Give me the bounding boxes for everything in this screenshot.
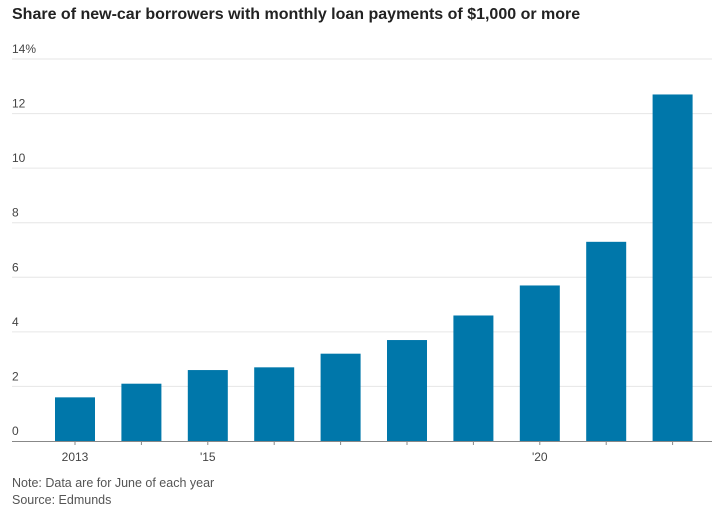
bar — [453, 315, 494, 441]
bar — [652, 94, 693, 441]
footnote: Note: Data are for June of each year — [12, 476, 215, 490]
x-tick-label: '15 — [200, 450, 216, 464]
y-tick-label: 14% — [12, 42, 36, 56]
bar — [586, 241, 627, 441]
bar — [519, 285, 560, 441]
bar — [254, 367, 295, 441]
y-tick-label: 0 — [12, 424, 19, 438]
x-tick-label: 2013 — [62, 450, 89, 464]
y-tick-label: 10 — [12, 151, 26, 165]
bar — [55, 397, 95, 441]
y-tick-label: 12 — [12, 97, 26, 111]
bar — [320, 353, 361, 441]
y-tick-label: 2 — [12, 369, 19, 383]
y-tick-label: 8 — [12, 206, 19, 220]
source-line: Source: Edmunds — [12, 493, 112, 507]
x-axis-ticks: 2013 '15 '20 — [62, 450, 548, 464]
y-tick-label: 6 — [12, 260, 19, 274]
y-axis-ticks: 0 2 4 6 8 10 12 14% — [12, 42, 36, 438]
chart-footer: Note: Data are for June of each year Sou… — [12, 475, 214, 509]
x-axis — [12, 441, 712, 445]
bar — [121, 383, 162, 441]
bar-chart: 0 2 4 6 8 10 12 14% 2013 '15 '20 — [12, 42, 712, 464]
y-tick-label: 4 — [12, 315, 19, 329]
x-tick-label: '20 — [532, 450, 548, 464]
bar — [387, 340, 427, 441]
bars — [55, 94, 693, 441]
chart-title: Share of new-car borrowers with monthly … — [12, 6, 581, 23]
bar — [187, 370, 228, 441]
